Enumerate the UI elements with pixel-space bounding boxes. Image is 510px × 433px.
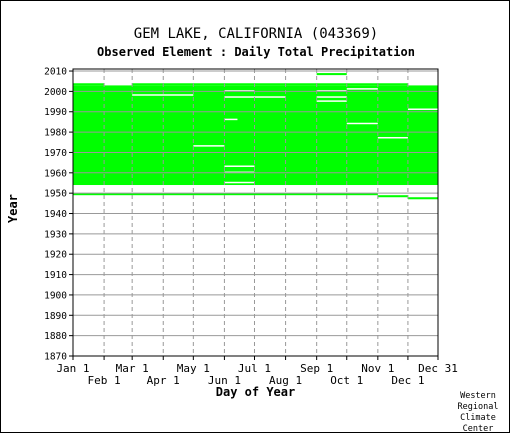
data-gap xyxy=(346,122,378,125)
x-tick-label: Oct 1 xyxy=(330,374,363,387)
y-tick-label: 1970 xyxy=(44,148,67,159)
data-gap xyxy=(224,118,238,121)
x-tick-label: Nov 1 xyxy=(361,362,394,375)
data-block xyxy=(73,85,438,186)
plot-frame xyxy=(72,68,439,357)
data-gap xyxy=(132,94,194,96)
data-gap xyxy=(193,145,225,147)
y-tick-label: 1890 xyxy=(44,311,67,322)
y-tick-label: 1900 xyxy=(44,290,67,301)
data-gap xyxy=(224,181,255,184)
x-tick-label: Mar 1 xyxy=(116,362,149,375)
data-gap xyxy=(377,136,408,139)
data-layer xyxy=(73,73,438,200)
x-tick-label: Dec 1 xyxy=(391,374,424,387)
x-tick-label: Feb 1 xyxy=(88,374,121,387)
x-tick-label: Sep 1 xyxy=(300,362,333,375)
data-gap xyxy=(346,88,378,90)
y-axis-label: Year xyxy=(6,194,20,223)
y-tick-label: 1990 xyxy=(44,107,67,118)
data-gap xyxy=(224,96,255,98)
data-block xyxy=(316,73,347,76)
data-gap xyxy=(104,83,133,86)
data-gap xyxy=(407,83,438,86)
y-tick-label: 1980 xyxy=(44,128,67,139)
x-tick-label: Jan 1 xyxy=(56,362,89,375)
grid-layer xyxy=(73,69,438,357)
y-tick-label: 1940 xyxy=(44,209,67,220)
x-tick-label: Jul 1 xyxy=(238,362,271,375)
y-tick-label: 2010 xyxy=(44,67,67,78)
y-tick-label: 2000 xyxy=(44,87,67,98)
y-tick-label: 1930 xyxy=(44,229,67,240)
data-block xyxy=(407,197,438,200)
data-gap xyxy=(254,96,286,98)
axis-layer: 1870 1880 1890 1900 1910 1920 1930 1940 1950 1960… xyxy=(44,67,458,387)
y-tick-label: 1910 xyxy=(44,270,67,281)
data-block xyxy=(377,195,408,198)
chart-subtitle: Observed Element : Daily Total Precipita… xyxy=(97,45,415,59)
data-gap xyxy=(316,96,347,98)
x-tick-label: Apr 1 xyxy=(147,374,180,387)
x-axis-label: Day of Year xyxy=(215,385,296,399)
data-gap xyxy=(316,100,347,102)
y-tick-label: 1880 xyxy=(44,331,67,342)
y-tick-label: 1870 xyxy=(44,352,67,363)
x-tick-label: May 1 xyxy=(177,362,210,375)
y-tick-label: 1960 xyxy=(44,168,67,179)
y-tick-label: 1920 xyxy=(44,250,67,261)
y-tick-label: 1950 xyxy=(44,189,67,200)
data-gap xyxy=(407,108,438,110)
data-gap xyxy=(224,165,255,167)
credit-text: Western Regional Climate Center xyxy=(457,391,499,433)
chart-title: GEM LAKE, CALIFORNIA (043369) xyxy=(133,26,379,42)
data-block xyxy=(132,83,408,86)
data-block xyxy=(73,193,378,196)
x-tick-label: Dec 31 xyxy=(418,362,458,375)
x-tick-label: Aug 1 xyxy=(269,374,302,387)
data-block xyxy=(73,83,105,86)
x-tick-label: Jun 1 xyxy=(208,374,241,387)
